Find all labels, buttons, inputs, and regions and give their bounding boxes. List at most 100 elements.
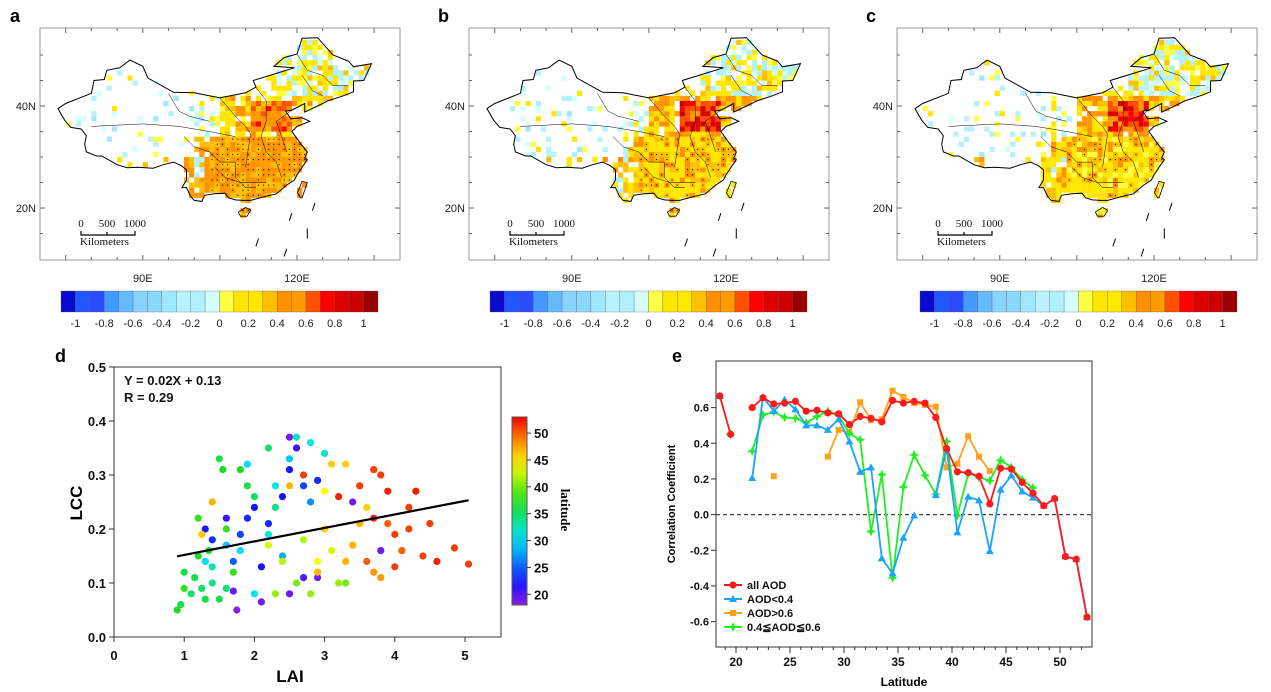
- significance-dot: [707, 158, 709, 161]
- significance-dot: [645, 184, 647, 186]
- significance-dot: [1145, 179, 1147, 181]
- grid-cell: [225, 136, 231, 142]
- grid-cell: [1061, 187, 1067, 193]
- colorbar-label: 0.6: [1157, 318, 1172, 330]
- grid-cell: [230, 106, 236, 112]
- significance-dot: [1135, 153, 1137, 156]
- significance-dot: [1099, 158, 1101, 161]
- grid-cell: [245, 172, 251, 178]
- grid-cell: [75, 116, 82, 122]
- grid-cell: [276, 75, 282, 81]
- grid-cell: [705, 172, 711, 178]
- line-plot-e: Latitude Correlation Coefficient 20 25 30 3…: [666, 360, 1093, 689]
- significance-dot: [247, 138, 249, 140]
- star-marker: [941, 436, 952, 447]
- significance-dot: [257, 158, 260, 161]
- grid-cell: [1102, 131, 1108, 137]
- grid-cell: [302, 65, 308, 71]
- scatter-point: [299, 482, 308, 490]
- grid-cell: [674, 187, 680, 193]
- grid-cell: [715, 80, 721, 86]
- grid-cell: [761, 55, 768, 61]
- grid-cell: [731, 75, 737, 81]
- scatter-point: [292, 444, 301, 452]
- grid-cell: [767, 90, 773, 96]
- grid-cell: [690, 131, 696, 137]
- grid-cell: [1071, 151, 1077, 158]
- significance-dot: [666, 164, 668, 166]
- significance-dot: [1130, 138, 1132, 140]
- grid-cell: [266, 177, 272, 183]
- grid-cell: [214, 95, 220, 102]
- star-marker: [779, 412, 790, 423]
- significance-dot: [273, 174, 275, 176]
- star-marker: [866, 526, 876, 537]
- province-border: [91, 123, 236, 137]
- grid-cell: [643, 177, 649, 183]
- y-tick-label: 0.2: [88, 522, 106, 537]
- significance-dot: [273, 143, 275, 145]
- grid-cell: [1061, 167, 1067, 173]
- grid-cell: [515, 136, 521, 142]
- significance-dot: [232, 174, 234, 176]
- grid-cell: [1061, 111, 1067, 117]
- grid-cell: [720, 100, 727, 107]
- grid-cell: [654, 177, 660, 183]
- grid-cell: [695, 121, 701, 127]
- significance-dot: [656, 184, 658, 186]
- grid-cell: [767, 65, 773, 71]
- grid-cell: [91, 95, 97, 102]
- grid-cell: [1076, 95, 1083, 102]
- grid-cell: [1097, 192, 1103, 198]
- grid-cell: [1056, 192, 1062, 198]
- grid-cell: [633, 182, 639, 188]
- grid-cell: [276, 131, 282, 137]
- grid-cell: [1143, 70, 1149, 76]
- scatter-point: [257, 563, 266, 571]
- scatter-point: [384, 487, 392, 495]
- triangle-marker: [1007, 471, 1016, 479]
- grid-cell: [1056, 141, 1062, 147]
- grid-cell: [302, 90, 308, 96]
- grid-cell: [153, 136, 159, 142]
- grid-cell: [1112, 172, 1119, 178]
- star-marker: [887, 572, 898, 583]
- significance-dot: [278, 164, 280, 166]
- grid-cell: [122, 151, 128, 158]
- grid-cell: [715, 126, 721, 132]
- triangle-marker: [985, 547, 994, 555]
- grid-cell: [1128, 111, 1134, 117]
- grid-cell: [276, 100, 282, 107]
- grid-cell: [1169, 100, 1175, 107]
- significance-dot: [1089, 174, 1091, 176]
- scatter-point: [264, 444, 273, 452]
- grid-cell: [312, 65, 318, 71]
- grid-cell: [726, 60, 732, 66]
- grid-cell: [638, 182, 644, 188]
- grid-cell: [1164, 80, 1170, 86]
- grid-cell: [1174, 44, 1180, 51]
- grid-cell: [1159, 39, 1165, 45]
- colorbar-cell: [176, 290, 191, 313]
- triangle-marker: [1029, 493, 1037, 501]
- grid-cell: [710, 90, 716, 96]
- grid-cell: [1118, 182, 1124, 188]
- significance-dot: [722, 148, 725, 150]
- grid-cell: [271, 111, 277, 117]
- grid-cell: [710, 157, 716, 163]
- grid-cell: [1205, 75, 1211, 81]
- grid-cell: [648, 187, 655, 193]
- nine-dash-line: [283, 248, 288, 257]
- grid-cell: [782, 65, 788, 71]
- grid-cell: [199, 167, 205, 173]
- significance-dot: [257, 174, 260, 176]
- scatter-point: [271, 482, 280, 490]
- grid-cell: [1051, 162, 1057, 168]
- grid-cell: [286, 131, 292, 137]
- grid-cell: [1133, 121, 1139, 127]
- grid-cell: [777, 70, 783, 76]
- grid-cell: [659, 157, 665, 163]
- grid-cell: [1087, 146, 1093, 153]
- colorbar-cell: [118, 290, 134, 313]
